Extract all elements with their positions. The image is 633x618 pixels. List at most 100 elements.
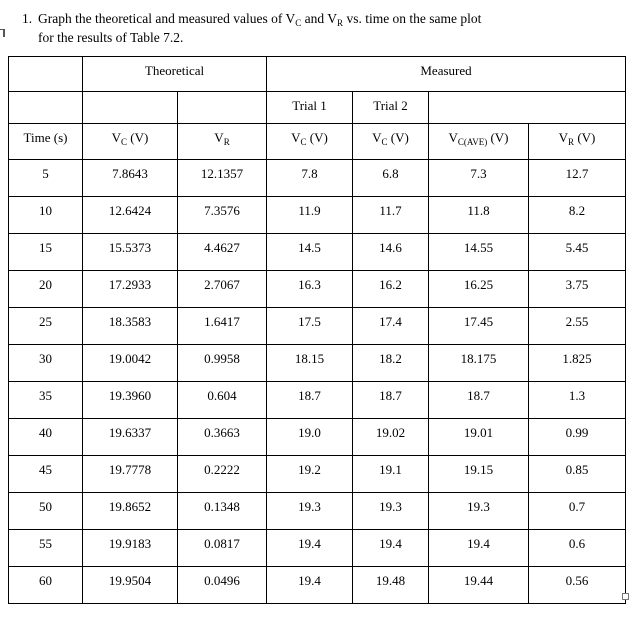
header-text: V	[291, 130, 301, 145]
header-text: (V)	[387, 130, 409, 145]
cell-vc-trial2: 11.7	[352, 196, 429, 234]
header-text: V	[214, 130, 224, 145]
table-body: 5 7.8643 12.1357 7.8 6.8 7.3 12.7 10 12.6424 7.35…	[8, 159, 627, 604]
table-row: 10 12.6424 7.3576 11.9 11.7 11.8 8.2	[8, 196, 627, 234]
cell-time: 50	[8, 492, 83, 530]
cell-vr-theoretical: 0.2222	[177, 455, 267, 493]
cell-vc-trial2: 19.1	[352, 455, 429, 493]
col-header-vc-theoretical: VC (V)	[82, 123, 178, 160]
cell-vc-trial1: 14.5	[266, 233, 353, 271]
group-header-row: Theoretical Measured	[8, 56, 627, 92]
cell-vc-trial2: 18.2	[352, 344, 429, 382]
cell-vr-measured: 0.85	[527, 455, 627, 493]
cell-vc-trial2: 14.6	[352, 233, 429, 271]
cell-vc-trial1: 7.8	[266, 159, 353, 197]
col-header-time: Time (s)	[8, 123, 83, 160]
cell-vc-theoretical: 19.9504	[82, 566, 178, 604]
empty-header-cell	[177, 91, 267, 124]
question-line-1: Graph the theoretical and measured value…	[38, 9, 623, 28]
cell-vr-measured: 3.75	[527, 270, 627, 308]
col-header-vr-measured: VR (V)	[527, 123, 627, 160]
cell-vr-theoretical: 1.6417	[177, 307, 267, 345]
cell-vc-theoretical: 19.9183	[82, 529, 178, 567]
cell-vc-theoretical: 17.2933	[82, 270, 178, 308]
cell-vc-average: 18.7	[428, 381, 529, 419]
cell-vc-theoretical: 7.8643	[82, 159, 178, 197]
trial-header-row: Trial 1 Trial 2	[8, 91, 627, 124]
cell-vc-trial1: 19.3	[266, 492, 353, 530]
col-header-vc-trial1: VC (V)	[266, 123, 353, 160]
cell-vc-average: 17.45	[428, 307, 529, 345]
cell-vc-trial2: 16.2	[352, 270, 429, 308]
cell-vc-trial1: 17.5	[266, 307, 353, 345]
header-text: (V)	[306, 130, 328, 145]
table-row: 15 15.5373 4.4627 14.5 14.6 14.55 5.45	[8, 233, 627, 271]
cell-vc-trial1: 16.3	[266, 270, 353, 308]
cell-vr-theoretical: 4.4627	[177, 233, 267, 271]
cell-vc-trial1: 19.2	[266, 455, 353, 493]
cell-vc-average: 11.8	[428, 196, 529, 234]
cell-vc-average: 19.15	[428, 455, 529, 493]
cell-vc-average: 19.4	[428, 529, 529, 567]
header-subscript: R	[568, 137, 575, 147]
group-header-measured: Measured	[265, 56, 627, 92]
question-text-part: and V	[301, 11, 338, 26]
cell-time: 15	[8, 233, 83, 271]
header-text: Time (s)	[23, 130, 68, 145]
subscript-c: C	[295, 18, 302, 28]
header-text: V	[372, 130, 382, 145]
cell-vc-trial1: 19.4	[266, 566, 353, 604]
table-row: 55 19.9183 0.0817 19.4 19.4 19.4 0.6	[8, 529, 627, 567]
cell-vc-theoretical: 15.5373	[82, 233, 178, 271]
cell-time: 30	[8, 344, 83, 382]
cell-vr-measured: 12.7	[527, 159, 627, 197]
cell-vc-average: 16.25	[428, 270, 529, 308]
table-row: 20 17.2933 2.7067 16.3 16.2 16.25 3.75	[8, 270, 627, 308]
header-text: (V)	[487, 130, 509, 145]
cell-vr-theoretical: 0.3663	[177, 418, 267, 456]
subscript-r: R	[337, 18, 344, 28]
cell-time: 45	[8, 455, 83, 493]
header-text: V	[111, 130, 122, 145]
cell-time: 55	[8, 529, 83, 567]
question-text: Graph the theoretical and measured value…	[38, 9, 623, 47]
cell-vc-theoretical: 19.6337	[82, 418, 178, 456]
column-header-row: Time (s) VC (V) VR VC (V) VC (V) VC(AVE)…	[8, 123, 627, 160]
cell-vr-measured: 0.99	[527, 418, 627, 456]
cell-vc-trial1: 19.0	[266, 418, 353, 456]
cell-vr-theoretical: 0.0817	[177, 529, 267, 567]
cell-vc-theoretical: 19.7778	[82, 455, 178, 493]
cell-vr-measured: 5.45	[527, 233, 627, 271]
cell-vc-trial2: 6.8	[352, 159, 429, 197]
table-resize-handle[interactable]	[622, 593, 629, 600]
cell-vc-trial1: 11.9	[266, 196, 353, 234]
cell-time: 10	[8, 196, 83, 234]
cell-vc-trial2: 19.02	[352, 418, 429, 456]
cell-vr-theoretical: 2.7067	[177, 270, 267, 308]
cell-vc-average: 18.175	[428, 344, 529, 382]
question-line-2: for the results of Table 7.2.	[38, 30, 184, 45]
cell-vr-measured: 0.6	[527, 529, 627, 567]
col-header-vr-theoretical: VR	[177, 123, 267, 160]
col-header-vc-trial2: VC (V)	[352, 123, 429, 160]
cell-vc-theoretical: 19.8652	[82, 492, 178, 530]
question-text-part: Graph the theoretical and measured value…	[38, 11, 296, 26]
cell-vr-measured: 1.825	[527, 344, 627, 382]
cell-time: 60	[8, 566, 83, 604]
col-header-vc-average: VC(AVE) (V)	[428, 123, 529, 160]
cell-vr-measured: 2.55	[527, 307, 627, 345]
table-row: 60 19.9504 0.0496 19.4 19.48 19.44 0.56	[8, 566, 627, 604]
cell-time: 20	[8, 270, 83, 308]
cell-vr-theoretical: 0.1348	[177, 492, 267, 530]
question: 1. Graph the theoretical and measured va…	[0, 0, 633, 47]
header-text: (V)	[127, 130, 149, 145]
header-text: V	[448, 130, 458, 145]
table-row: 50 19.8652 0.1348 19.3 19.3 19.3 0.7	[8, 492, 627, 530]
cell-vc-trial1: 18.7	[266, 381, 353, 419]
cell-time: 25	[8, 307, 83, 345]
trial-2-header: Trial 2	[352, 91, 429, 124]
question-number: 1.	[22, 11, 33, 26]
cell-vr-theoretical: 0.9958	[177, 344, 267, 382]
header-subscript: C(AVE)	[457, 137, 488, 147]
cell-vr-measured: 8.2	[527, 196, 627, 234]
